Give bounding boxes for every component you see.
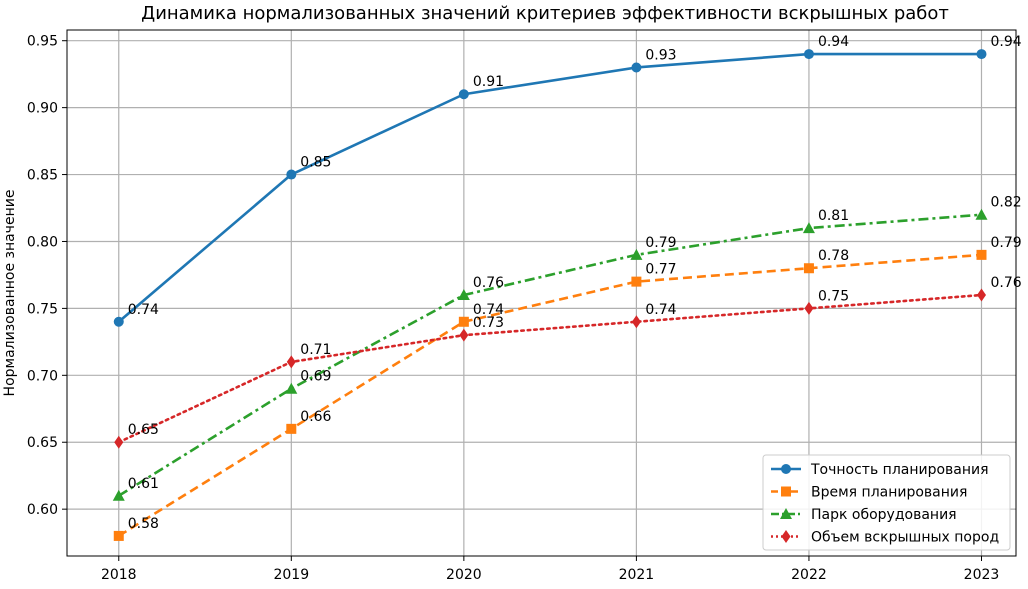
- data-label: 0.69: [300, 369, 331, 385]
- data-label: 0.61: [128, 476, 159, 492]
- data-label: 0.76: [990, 275, 1021, 291]
- data-point: [286, 423, 297, 434]
- data-point: [457, 289, 470, 301]
- data-label: 0.91: [473, 74, 504, 90]
- x-tick-label: 2018: [101, 567, 137, 583]
- data-label: 0.79: [645, 235, 676, 251]
- data-point: [803, 49, 814, 60]
- legend-marker: [780, 508, 792, 519]
- data-point: [114, 435, 124, 449]
- data-point: [976, 49, 987, 60]
- data-label: 0.73: [473, 315, 504, 331]
- data-point: [631, 62, 642, 73]
- data-label: 0.74: [473, 302, 504, 318]
- legend-label: Время планирования: [811, 485, 967, 501]
- x-tick-label: 2023: [964, 567, 1000, 583]
- data-label: 0.79: [990, 235, 1021, 251]
- series-line-2: [118, 253, 982, 538]
- y-tick-label: 0.70: [27, 368, 58, 384]
- series-line-1: [117, 52, 982, 323]
- x-tick-label: 2019: [273, 567, 309, 583]
- data-point: [285, 382, 298, 394]
- data-labels: 0.74 0.85 0.91 0.93 0.94 0.94 0.58 0.66 0.74 0.77…: [128, 34, 1022, 532]
- legend-label: Точность планирования: [810, 462, 989, 478]
- data-label: 0.74: [645, 302, 676, 318]
- data-label: 0.93: [645, 47, 676, 63]
- chart-title: Динамика нормализованных значений критер…: [141, 3, 949, 24]
- x-tick-label: 2021: [619, 567, 655, 583]
- data-point: [976, 249, 987, 260]
- data-point: [802, 222, 815, 234]
- legend-item: Точность планирования: [771, 462, 989, 478]
- data-point: [458, 89, 469, 100]
- series-line-3: [118, 213, 982, 497]
- data-label: 0.58: [128, 516, 159, 532]
- data-label: 0.66: [300, 409, 331, 425]
- data-label: 0.94: [818, 34, 849, 50]
- y-axis-label: Нормализованное значение: [2, 190, 18, 397]
- data-point: [113, 530, 124, 541]
- y-tick-label: 0.85: [27, 168, 58, 184]
- data-label: 0.71: [300, 342, 331, 358]
- legend-marker: [781, 530, 791, 543]
- legend-label: Парк оборудования: [811, 507, 957, 523]
- data-point: [459, 328, 469, 342]
- data-point: [113, 316, 124, 327]
- legend-item: Объем вскрышных пород: [771, 530, 999, 546]
- data-point: [631, 276, 642, 287]
- y-tick-label: 0.95: [27, 34, 58, 50]
- legend-box: [762, 454, 1011, 551]
- data-point: [976, 288, 986, 302]
- series-layer: [112, 49, 988, 541]
- legend-item: Парк оборудования: [771, 507, 957, 523]
- legend-marker: [781, 464, 791, 474]
- data-label: 0.77: [645, 262, 676, 278]
- data-point: [975, 208, 988, 220]
- legend-item: Время планирования: [771, 485, 967, 501]
- data-label: 0.65: [128, 422, 159, 438]
- data-label: 0.82: [990, 195, 1021, 211]
- series-line-4: [117, 293, 983, 444]
- data-label: 0.85: [300, 155, 331, 171]
- data-label: 0.94: [990, 34, 1021, 50]
- data-label: 0.78: [818, 248, 849, 264]
- x-tick-label: 2020: [446, 567, 482, 583]
- y-tick-label: 0.60: [27, 502, 58, 518]
- y-tick-label: 0.65: [27, 435, 58, 451]
- plot-frame: [66, 29, 1017, 557]
- data-label: 0.74: [128, 302, 159, 318]
- y-axis-ticks: 0.60 0.65 0.70 0.75 0.80 0.85 0.90 0.95: [27, 34, 67, 518]
- data-label: 0.81: [818, 208, 849, 224]
- data-point: [112, 489, 125, 501]
- y-tick-label: 0.90: [27, 101, 58, 117]
- y-tick-label: 0.75: [27, 301, 58, 317]
- data-point: [458, 316, 469, 327]
- data-point: [631, 315, 641, 329]
- x-tick-label: 2022: [791, 567, 827, 583]
- data-label: 0.75: [818, 288, 849, 304]
- data-point: [286, 169, 297, 180]
- data-point: [803, 263, 814, 274]
- data-point: [286, 355, 296, 369]
- data-label: 0.76: [473, 275, 504, 291]
- data-point: [630, 248, 643, 260]
- legend: Точность планирования Время планирования П…: [762, 454, 1011, 551]
- x-axis-ticks: 2018 2019 2020 2021 2022 2023: [101, 556, 999, 583]
- y-tick-label: 0.80: [27, 234, 58, 250]
- legend-marker: [781, 486, 791, 497]
- legend-label: Объем вскрышных пород: [811, 530, 999, 546]
- data-point: [804, 301, 814, 315]
